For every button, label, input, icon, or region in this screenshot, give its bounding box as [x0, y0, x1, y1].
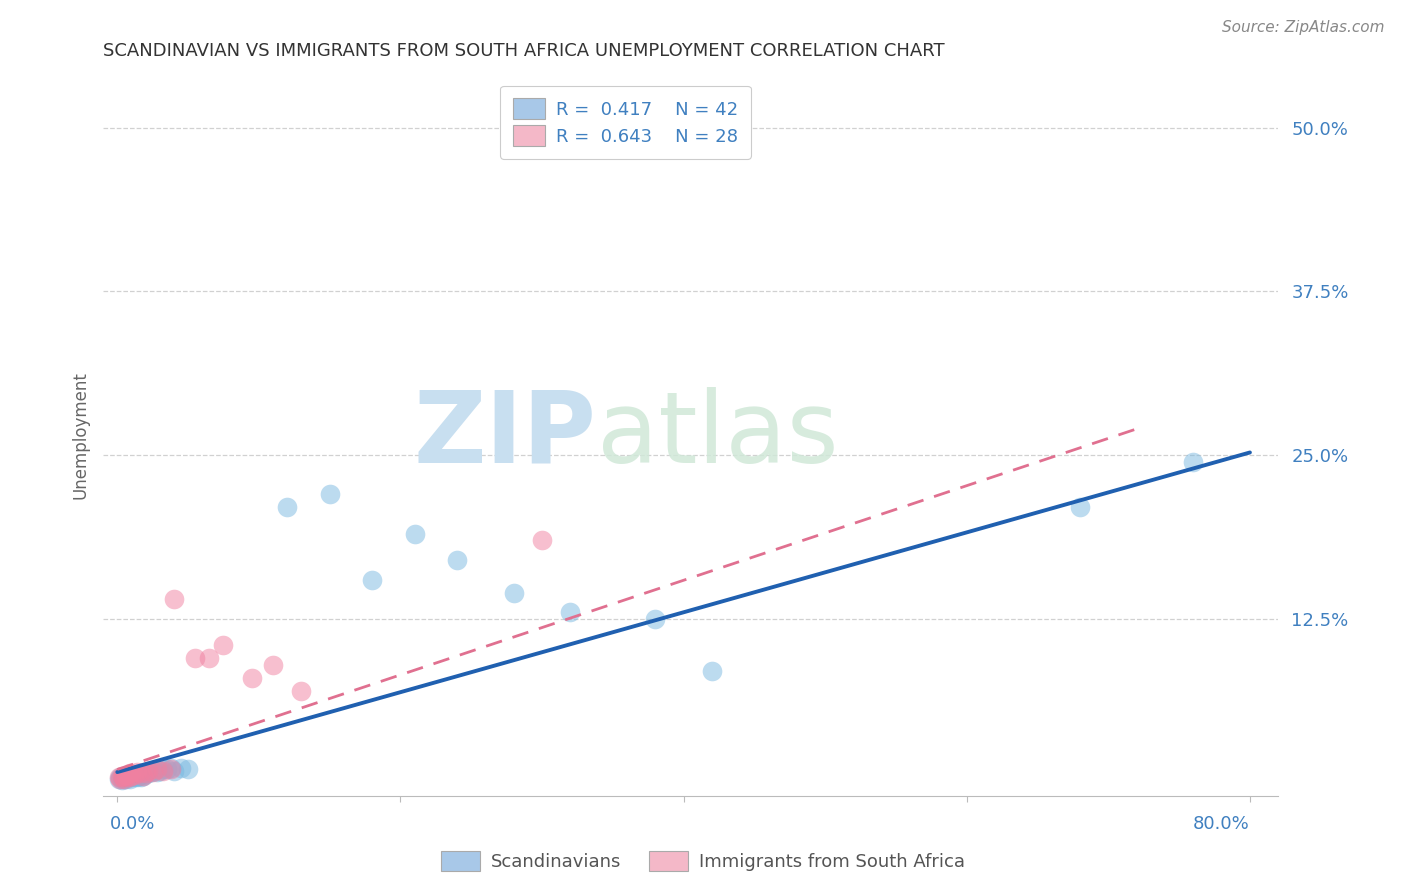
Point: [111, 772, 134, 786]
Point: [135, 766, 157, 780]
Point: [131, 770, 153, 784]
Point: [127, 770, 149, 784]
Point: [149, 764, 172, 778]
Text: 0.0%: 0.0%: [110, 815, 156, 833]
Point: [1069, 500, 1091, 515]
Point: [276, 500, 298, 515]
Point: [124, 768, 146, 782]
Point: [318, 487, 340, 501]
Point: [112, 770, 135, 784]
Point: [129, 768, 152, 782]
Point: [107, 772, 129, 786]
Point: [117, 770, 139, 784]
Point: [262, 657, 284, 672]
Point: [125, 769, 148, 783]
Point: [108, 772, 131, 786]
Point: [118, 766, 141, 780]
Point: [146, 763, 169, 777]
Point: [644, 612, 666, 626]
Text: ZIP: ZIP: [413, 387, 596, 484]
Point: [111, 770, 134, 784]
Text: SCANDINAVIAN VS IMMIGRANTS FROM SOUTH AFRICA UNEMPLOYMENT CORRELATION CHART: SCANDINAVIAN VS IMMIGRANTS FROM SOUTH AF…: [103, 42, 945, 60]
Point: [129, 766, 152, 780]
Point: [134, 768, 156, 782]
Point: [132, 769, 155, 783]
Point: [115, 770, 138, 784]
Point: [163, 592, 186, 607]
Text: 80.0%: 80.0%: [1194, 815, 1250, 833]
Point: [146, 765, 169, 780]
Point: [290, 684, 312, 698]
Point: [198, 651, 221, 665]
Point: [110, 769, 132, 783]
Point: [118, 772, 141, 786]
Legend: Scandinavians, Immigrants from South Africa: Scandinavians, Immigrants from South Afr…: [433, 844, 973, 879]
Point: [141, 765, 163, 780]
Point: [446, 553, 468, 567]
Point: [361, 573, 384, 587]
Point: [143, 764, 166, 778]
Point: [120, 770, 142, 784]
Y-axis label: Unemployment: Unemployment: [72, 371, 89, 500]
Point: [163, 764, 186, 778]
Point: [115, 768, 138, 782]
Point: [128, 769, 150, 783]
Point: [135, 766, 157, 780]
Point: [240, 671, 263, 685]
Point: [160, 763, 183, 777]
Point: [108, 770, 131, 784]
Point: [170, 761, 193, 775]
Point: [114, 772, 136, 786]
Point: [124, 770, 146, 784]
Legend: R =  0.417    N = 42, R =  0.643    N = 28: R = 0.417 N = 42, R = 0.643 N = 28: [501, 86, 751, 159]
Point: [142, 765, 165, 780]
Point: [110, 772, 132, 787]
Point: [160, 761, 183, 775]
Text: Source: ZipAtlas.com: Source: ZipAtlas.com: [1222, 20, 1385, 35]
Point: [138, 764, 160, 778]
Point: [560, 605, 582, 619]
Point: [177, 763, 200, 777]
Point: [404, 526, 426, 541]
Point: [156, 763, 179, 777]
Point: [120, 769, 142, 783]
Point: [112, 772, 135, 786]
Point: [127, 765, 149, 780]
Point: [152, 763, 174, 777]
Point: [114, 769, 136, 783]
Point: [212, 638, 235, 652]
Text: atlas: atlas: [596, 387, 838, 484]
Point: [121, 769, 143, 783]
Point: [502, 585, 524, 599]
Point: [117, 769, 139, 783]
Point: [1182, 455, 1205, 469]
Point: [184, 651, 207, 665]
Point: [107, 770, 129, 784]
Point: [152, 764, 174, 778]
Point: [700, 664, 723, 678]
Point: [132, 769, 155, 783]
Point: [138, 766, 160, 780]
Point: [531, 533, 554, 548]
